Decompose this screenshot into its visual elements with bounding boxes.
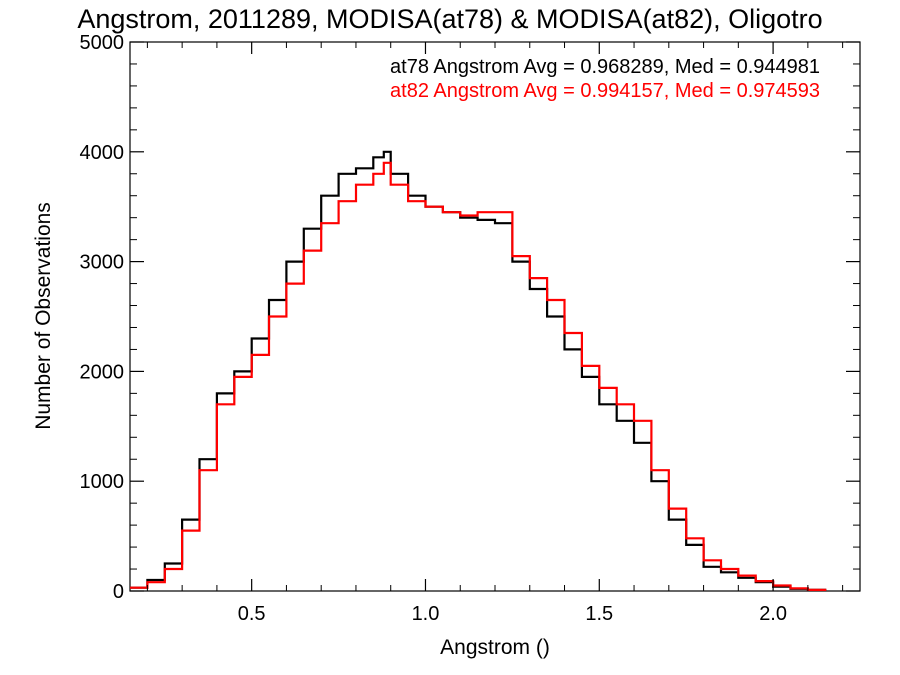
series-line-at82	[130, 161, 827, 591]
x-tick-label: 2.0	[759, 603, 787, 625]
y-tick-label: 3000	[80, 252, 125, 274]
y-tick-label: 4000	[80, 142, 125, 164]
legend-entry-at78: at78 Angstrom Avg = 0.968289, Med = 0.94…	[390, 56, 820, 78]
legend-entry-at82: at82 Angstrom Avg = 0.994157, Med = 0.97…	[390, 80, 820, 102]
y-tick-label: 0	[113, 581, 124, 603]
x-axis-title: Angstrom ()	[440, 636, 550, 659]
axis-layer: 0.5 1.0 1.5 2.0 0 1000 2000 3000 4000 5000	[80, 32, 860, 625]
y-tick-label: 1000	[80, 471, 125, 493]
x-tick-label: 1.0	[412, 603, 440, 625]
series-layer	[130, 150, 827, 591]
chart-title: Angstrom, 2011289, MODISA(at78) & MODISA…	[77, 4, 822, 34]
x-tick-label: 0.5	[238, 603, 266, 625]
y-tick-label: 5000	[80, 32, 125, 54]
plot-frame	[129, 41, 861, 592]
y-axis-title: Number of Observations	[32, 202, 55, 430]
series-line-at78	[130, 150, 827, 591]
x-tick-label: 1.5	[585, 603, 613, 625]
y-tick-label: 2000	[80, 361, 125, 383]
